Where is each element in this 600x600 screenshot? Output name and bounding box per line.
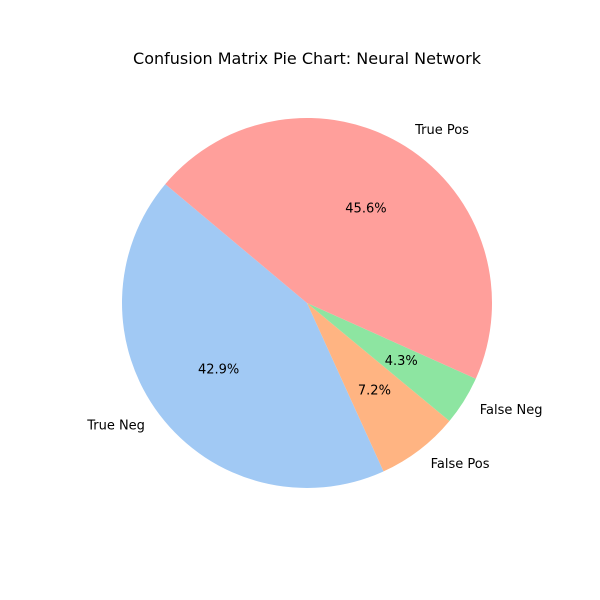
slice-label-true-pos: True Pos: [414, 123, 469, 138]
pie-slice-true-neg: [121, 184, 384, 489]
pie-slice-true-pos: [165, 117, 492, 379]
pie-slice-false-neg: [307, 303, 476, 422]
chart-title: Confusion Matrix Pie Chart: Neural Netwo…: [133, 49, 482, 68]
pie-labels: True Neg 42.9% False Pos 7.2% False Neg 4.3% T…: [86, 123, 542, 472]
slice-percent-true-pos: 45.6%: [345, 201, 386, 216]
slice-label-false-neg: False Neg: [480, 403, 543, 418]
slice-percent-false-pos: 7.2%: [358, 384, 391, 399]
slice-label-false-pos: False Pos: [431, 457, 490, 472]
slice-percent-true-neg: 42.9%: [198, 363, 239, 378]
slice-percent-false-neg: 4.3%: [385, 354, 418, 369]
pie-slices: [121, 117, 492, 489]
pie-slice-false-pos: [307, 303, 450, 472]
slice-label-true-neg: True Neg: [86, 419, 145, 434]
